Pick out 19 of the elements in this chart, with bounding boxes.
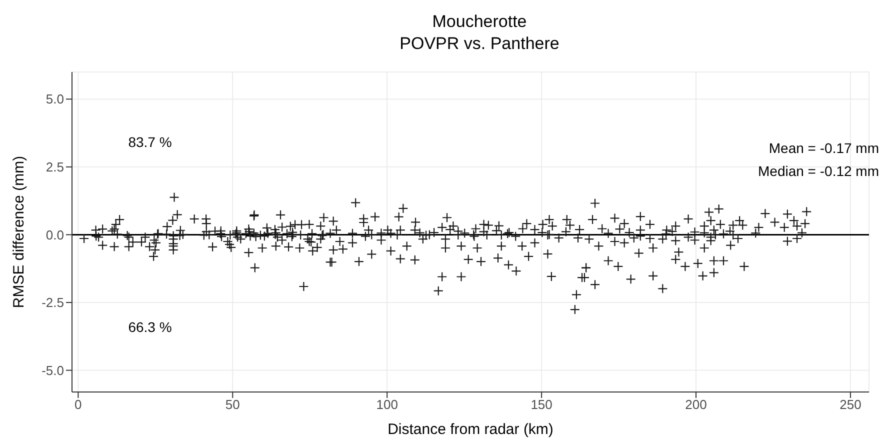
y-tick-label: -2.5 [42, 295, 64, 310]
x-tick-label: 250 [840, 397, 862, 412]
chart-title: Moucherotte [431, 12, 528, 32]
y-axis-title: RMSE difference (mm) [10, 156, 28, 308]
annotation-text: 66.3 % [128, 319, 172, 335]
annotation-text: 83.7 % [128, 134, 172, 150]
annotation-text: Mean = -0.17 mm [768, 140, 879, 156]
x-tick-label: 150 [530, 397, 552, 412]
chart-subtitle: POVPR vs. Panthere [398, 34, 560, 54]
x-tick-label: 0 [74, 397, 82, 412]
x-tick-label: 100 [376, 397, 398, 412]
y-tick-label: 0.0 [46, 227, 64, 242]
y-tick-label: -5.0 [42, 362, 64, 378]
annotation-text: Median = -0.12 mm [758, 163, 879, 179]
x-axis-title: Distance from radar (km) [388, 421, 554, 438]
x-tick-label: 50 [225, 397, 240, 412]
y-tick-label: 2.5 [46, 160, 64, 175]
y-tick-label: 5.0 [46, 92, 64, 107]
x-tick-label: 200 [685, 397, 707, 412]
